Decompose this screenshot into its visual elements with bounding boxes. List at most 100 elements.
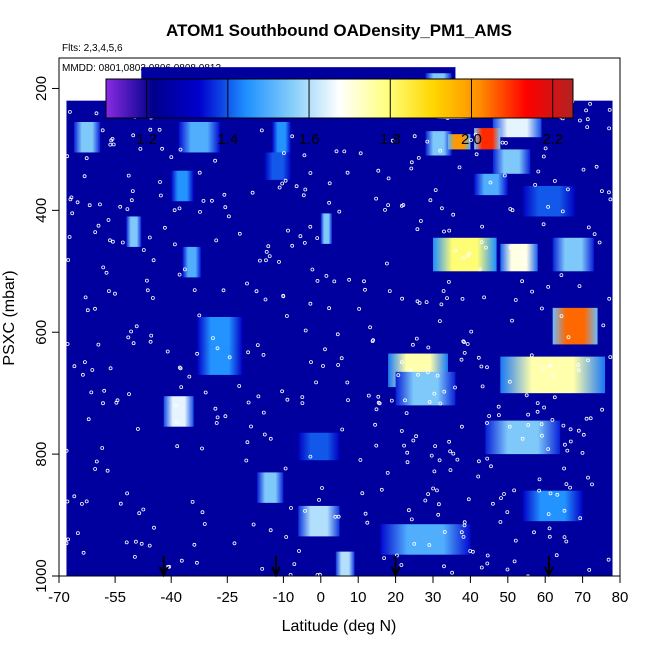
sample-point: [416, 155, 421, 160]
sample-point: [405, 450, 410, 455]
sample-point: [548, 363, 552, 368]
sample-point: [416, 372, 420, 377]
sample-point: [214, 238, 219, 243]
sample-point: [424, 300, 429, 305]
sample-point: [410, 342, 415, 347]
sample-point: [555, 492, 560, 497]
sample-point: [226, 214, 231, 219]
sample-point: [401, 203, 406, 207]
sample-point: [459, 424, 464, 429]
sample-point: [284, 314, 289, 318]
sample-point: [324, 273, 329, 278]
sample-point: [459, 357, 464, 362]
sample-point: [261, 352, 266, 357]
sample-point: [197, 313, 202, 318]
sample-point: [537, 477, 542, 482]
sample-point: [562, 535, 567, 539]
sample-point: [340, 427, 345, 432]
heatmap-cell: [171, 170, 194, 202]
sample-point: [480, 224, 485, 229]
sample-point: [177, 206, 182, 211]
sample-point: [587, 568, 592, 572]
sample-point: [93, 230, 98, 235]
sample-point: [320, 486, 324, 490]
heatmap-cell: [522, 490, 583, 522]
sample-point: [113, 291, 117, 296]
sample-point: [197, 170, 202, 175]
sample-point: [262, 432, 267, 437]
sample-point: [580, 450, 585, 455]
heatmap-cell: [272, 121, 291, 153]
sample-point: [588, 416, 593, 421]
sample-point: [426, 345, 431, 350]
sample-point: [250, 190, 255, 195]
sample-point: [533, 182, 537, 187]
sample-point: [442, 389, 447, 394]
sample-point: [315, 278, 320, 283]
heatmap-cell: [433, 237, 497, 272]
sample-point: [310, 267, 315, 272]
sample-point: [385, 470, 390, 475]
sample-point: [298, 234, 303, 239]
sample-point: [90, 368, 95, 372]
sample-point: [321, 364, 325, 368]
sample-point: [129, 198, 134, 203]
sample-point: [158, 180, 162, 184]
sample-point: [462, 350, 467, 355]
sample-point: [427, 543, 432, 547]
sample-point: [120, 240, 125, 245]
sample-point: [257, 258, 262, 263]
sample-point: [332, 279, 337, 284]
sample-point: [102, 388, 107, 393]
sample-point: [476, 474, 481, 479]
sample-point: [382, 556, 387, 560]
sample-point: [520, 436, 525, 441]
sample-point: [162, 225, 167, 230]
sample-point: [427, 400, 432, 404]
sample-point: [576, 368, 581, 373]
sample-point: [111, 142, 116, 147]
sample-point: [547, 534, 552, 539]
x-tick-label: 70: [574, 589, 591, 606]
sample-point: [529, 353, 534, 358]
y-tick-label: 800: [33, 442, 50, 467]
sample-point: [302, 240, 307, 245]
sample-point: [94, 111, 99, 116]
sample-point: [158, 193, 163, 198]
sample-point: [245, 281, 249, 286]
sample-point: [283, 178, 288, 183]
sample-point: [526, 423, 531, 427]
sample-point: [280, 181, 285, 186]
sample-point: [436, 502, 441, 507]
sample-point: [309, 360, 313, 365]
sample-point: [327, 200, 332, 205]
x-tick-label: -10: [273, 589, 295, 606]
sample-point: [535, 409, 540, 414]
x-tick-label: 50: [499, 589, 516, 606]
heatmap-cell: [320, 213, 333, 244]
sample-point: [513, 298, 518, 302]
sample-point: [300, 401, 305, 406]
sample-point: [237, 384, 242, 388]
sample-point: [187, 374, 192, 379]
sample-point: [213, 158, 218, 163]
sample-point: [462, 340, 467, 345]
sample-point: [245, 440, 250, 445]
sample-point: [68, 197, 73, 202]
sample-point: [584, 108, 588, 113]
sample-point: [281, 294, 286, 299]
sample-point: [551, 374, 555, 378]
sample-point: [461, 256, 466, 261]
y-tick-label: 600: [33, 320, 50, 345]
sample-point: [485, 553, 490, 558]
heatmap-cell: [492, 149, 531, 174]
sample-point: [461, 339, 466, 344]
sample-point: [175, 444, 180, 449]
sample-point: [268, 436, 273, 441]
sample-point: [266, 244, 271, 249]
sample-point: [453, 248, 458, 253]
sample-point: [93, 467, 97, 471]
sample-point: [474, 152, 479, 157]
sample-point: [439, 302, 444, 307]
sample-point: [526, 412, 530, 417]
